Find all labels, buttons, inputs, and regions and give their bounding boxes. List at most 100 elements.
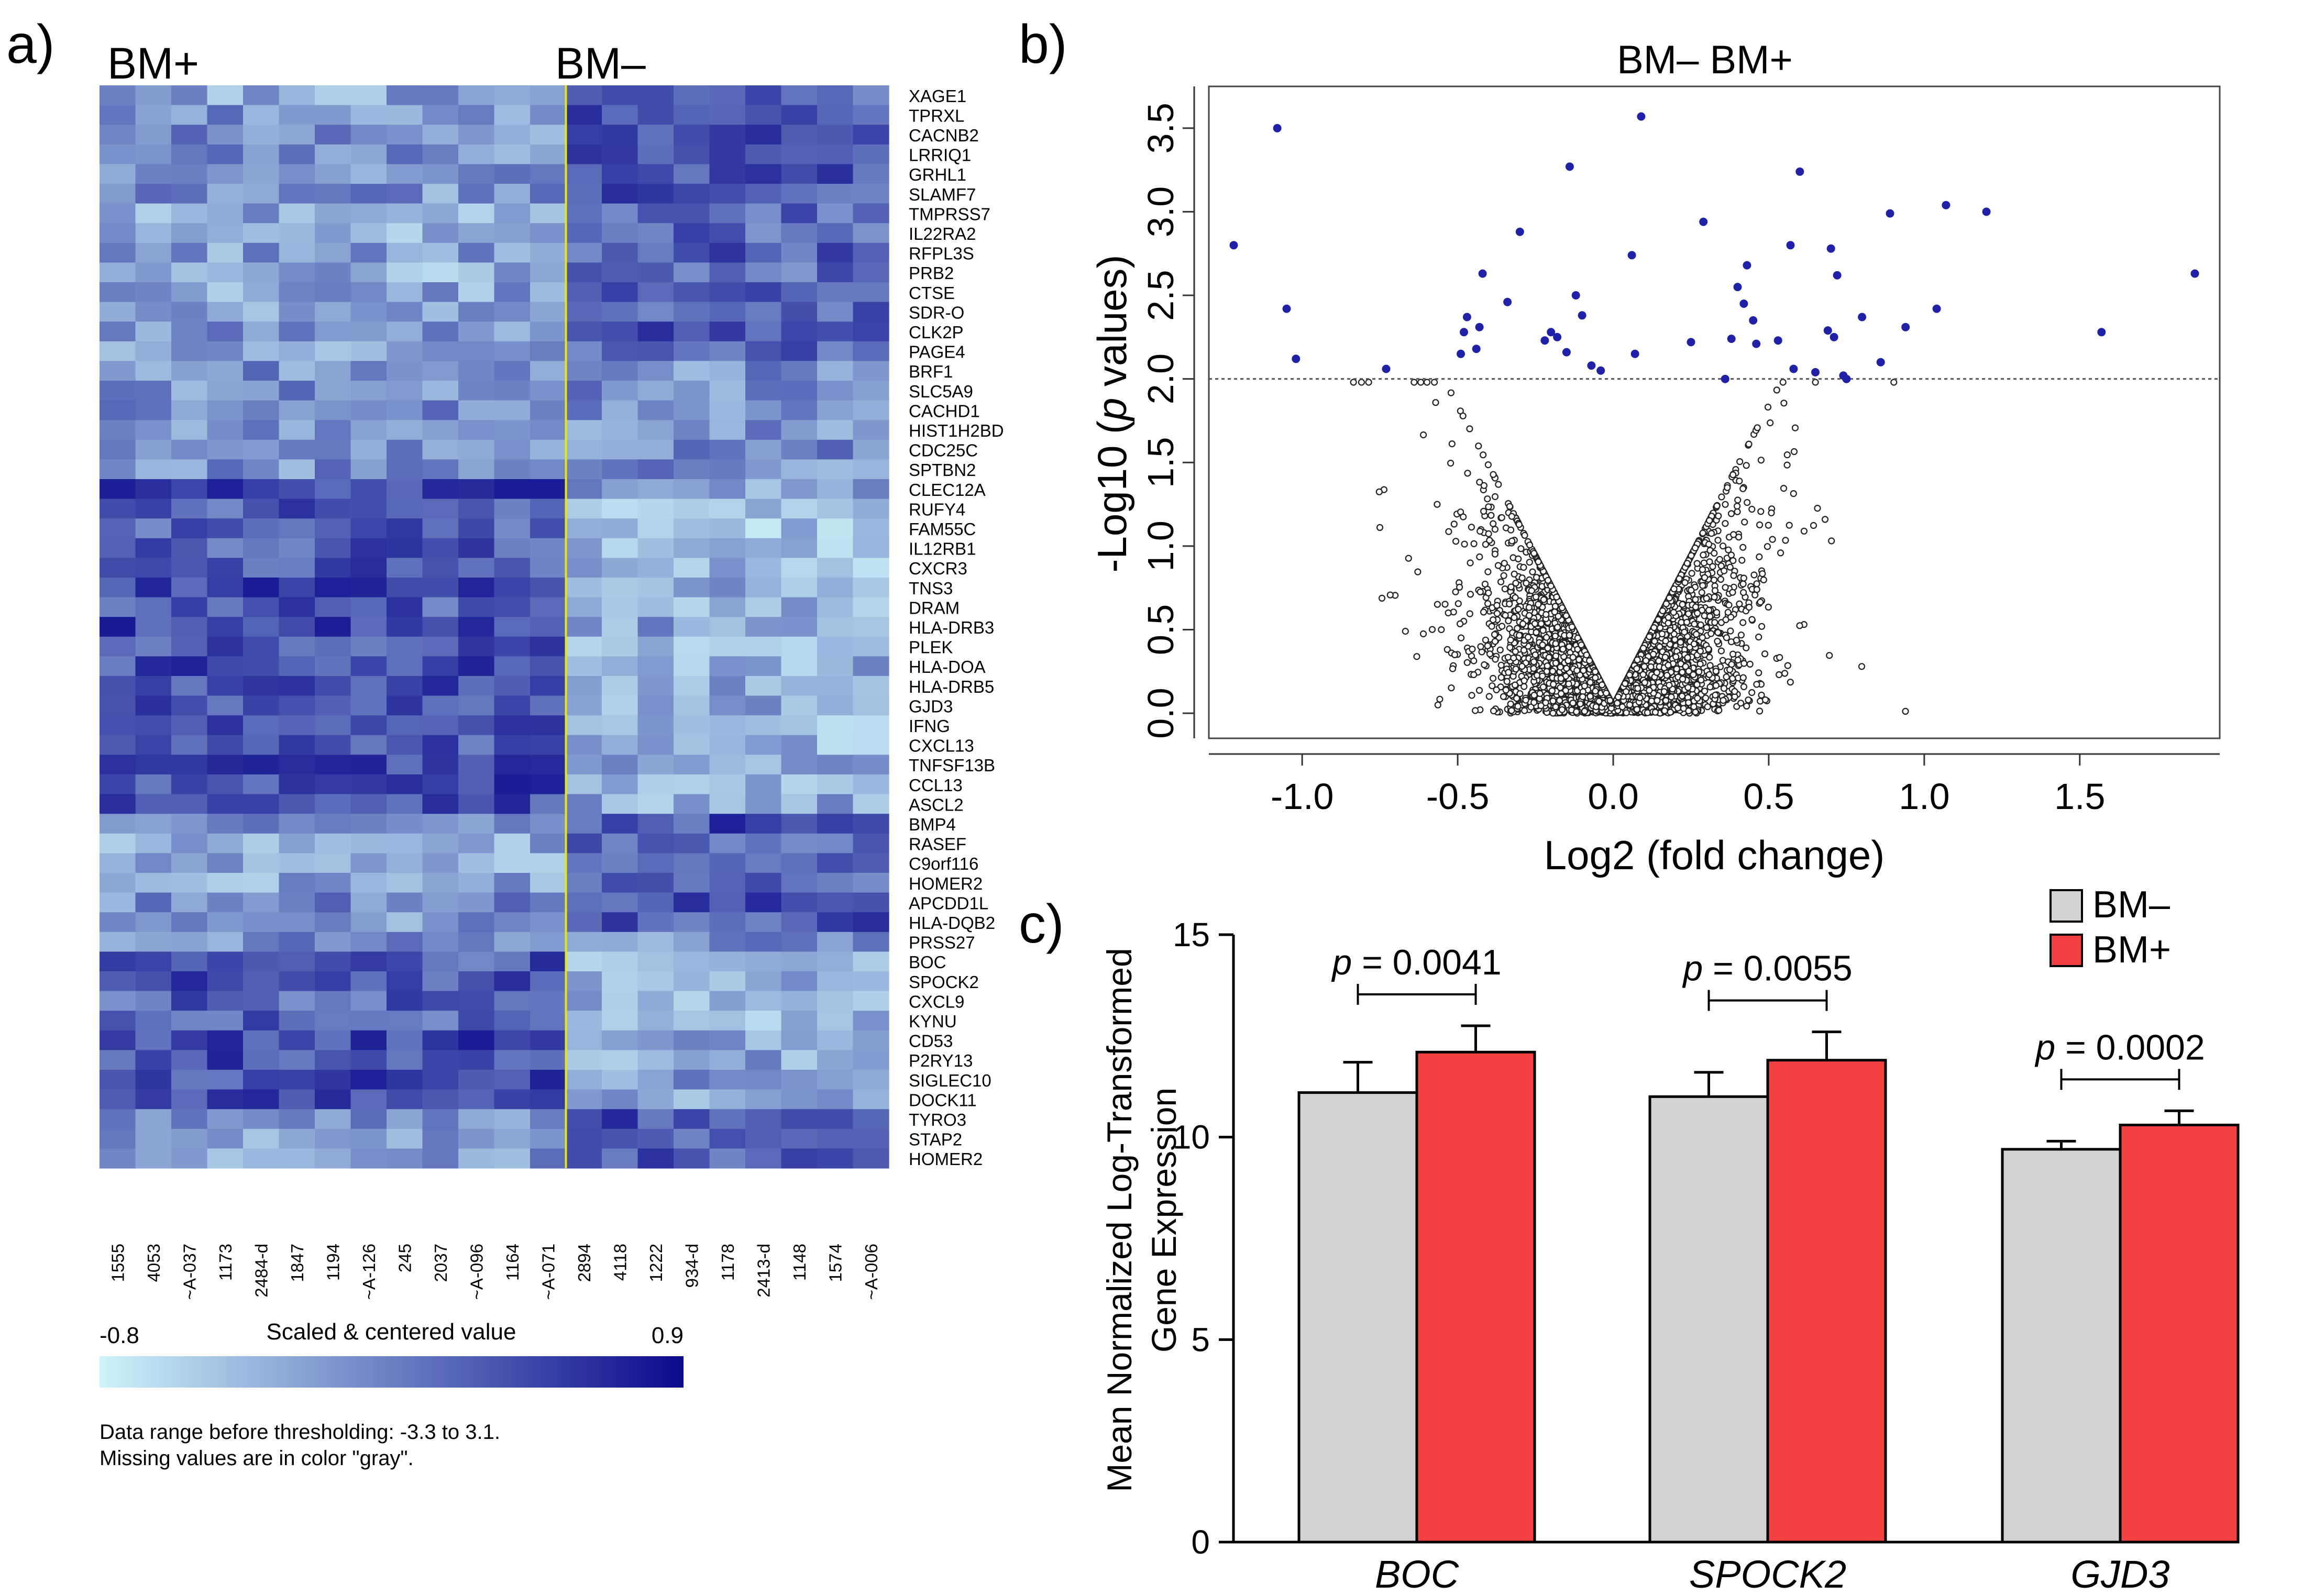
heatmap-cell	[709, 715, 746, 736]
heatmap-cell	[350, 144, 387, 164]
gene-label: HLA-DRB5	[909, 677, 994, 696]
heatmap-cell	[458, 755, 495, 775]
heatmap-cell	[458, 381, 495, 401]
heatmap-cell	[674, 498, 710, 519]
heatmap-cell	[171, 951, 208, 972]
heatmap-cell	[674, 814, 710, 834]
heatmap-cell	[566, 85, 602, 106]
heatmap-cell	[135, 459, 172, 480]
volcano-point	[1693, 681, 1701, 689]
heatmap-cell	[817, 1070, 854, 1090]
heatmap-cell	[674, 105, 710, 125]
heatmap-cell	[422, 932, 459, 952]
heatmap-cell	[745, 381, 782, 401]
heatmap-cell	[530, 873, 567, 893]
heatmap-cell	[745, 695, 782, 716]
heatmap-cell	[279, 558, 315, 578]
heatmap-cell	[853, 1050, 889, 1070]
volcano-point	[1472, 707, 1479, 714]
heatmap-cell	[207, 951, 244, 972]
heatmap-cell	[817, 361, 854, 381]
heatmap-cell	[566, 1089, 602, 1110]
heatmap-cell	[458, 833, 495, 854]
volcano-point	[1723, 634, 1730, 641]
heatmap-cell	[745, 735, 782, 755]
legend-title: Scaled & centered value	[267, 1319, 516, 1345]
heatmap-cell	[745, 892, 782, 913]
heatmap-cell	[207, 695, 244, 716]
heatmap-cell	[602, 597, 638, 617]
heatmap-cell	[135, 1109, 172, 1129]
heatmap-cell	[602, 420, 638, 440]
heatmap-cell	[207, 184, 244, 204]
heatmap-cell	[422, 1128, 459, 1149]
heatmap-cell	[207, 85, 244, 106]
gene-label: HLA-DOA	[909, 657, 986, 677]
heatmap-cell	[781, 302, 818, 322]
heatmap-cell	[566, 1030, 602, 1050]
heatmap-cell	[135, 814, 172, 834]
heatmap-cell	[853, 381, 889, 401]
heatmap-cell	[171, 1148, 208, 1169]
sample-label: 1574	[825, 1244, 845, 1282]
volcano-point	[1768, 509, 1775, 517]
heatmap-cell	[135, 597, 172, 617]
volcano-point	[1402, 627, 1409, 635]
volcano-point	[1508, 513, 1515, 520]
heatmap-cell	[350, 794, 387, 814]
volcano-point	[1386, 591, 1394, 598]
heatmap-cell	[709, 203, 746, 224]
heatmap-cell	[853, 1011, 889, 1031]
heatmap-cell	[315, 1109, 351, 1129]
heatmap-cell	[674, 1089, 710, 1110]
heatmap-cell	[709, 636, 746, 657]
heatmap-cell	[602, 1050, 638, 1070]
heatmap-cell	[709, 223, 746, 243]
heatmap-cell	[674, 951, 710, 972]
heatmap-cell	[387, 125, 423, 145]
heatmap-cell	[494, 164, 531, 184]
heatmap-cell	[566, 341, 602, 361]
heatmap-cell	[817, 636, 854, 657]
heatmap-cell	[709, 400, 746, 420]
heatmap-cell	[243, 578, 280, 598]
heatmap-cell	[315, 558, 351, 578]
heatmap-cell	[530, 125, 567, 145]
volcano-point	[1500, 693, 1507, 700]
heatmap-cell	[387, 538, 423, 558]
volcano-point	[1552, 640, 1559, 647]
heatmap-cell	[279, 597, 315, 617]
volcano-point	[1718, 493, 1725, 501]
heatmap-cell	[566, 184, 602, 204]
heatmap-cell	[279, 617, 315, 637]
heatmap-cell	[530, 971, 567, 992]
heatmap-cell	[709, 794, 746, 814]
heatmap-cell	[315, 439, 351, 460]
heatmap-cell	[637, 322, 674, 342]
gene-label: RASEF	[909, 835, 966, 854]
heatmap-cell	[135, 223, 172, 243]
heatmap-cell	[781, 341, 818, 361]
heatmap-cell	[171, 420, 208, 440]
heatmap-cell	[135, 774, 172, 795]
heatmap-cell	[207, 203, 244, 224]
heatmap-cell	[315, 105, 351, 125]
heatmap-cell	[387, 636, 423, 657]
heatmap-cell	[637, 381, 674, 401]
heatmap-cell	[637, 242, 674, 263]
heatmap-cell	[100, 695, 136, 716]
heatmap-cell	[817, 459, 854, 480]
heatmap-cell	[135, 991, 172, 1011]
heatmap-cell	[745, 184, 782, 204]
heatmap-cell	[100, 656, 136, 677]
heatmap-cell	[315, 1011, 351, 1031]
volcano-point	[1490, 707, 1497, 715]
volcano-point	[1518, 574, 1526, 582]
heatmap-cell	[387, 1128, 423, 1149]
heatmap-cell	[674, 242, 710, 263]
volcano-point	[1739, 485, 1747, 492]
volcano-point	[1692, 596, 1699, 603]
heatmap-cell	[745, 971, 782, 992]
heatmap-cell	[602, 381, 638, 401]
heatmap-cell	[100, 125, 136, 145]
